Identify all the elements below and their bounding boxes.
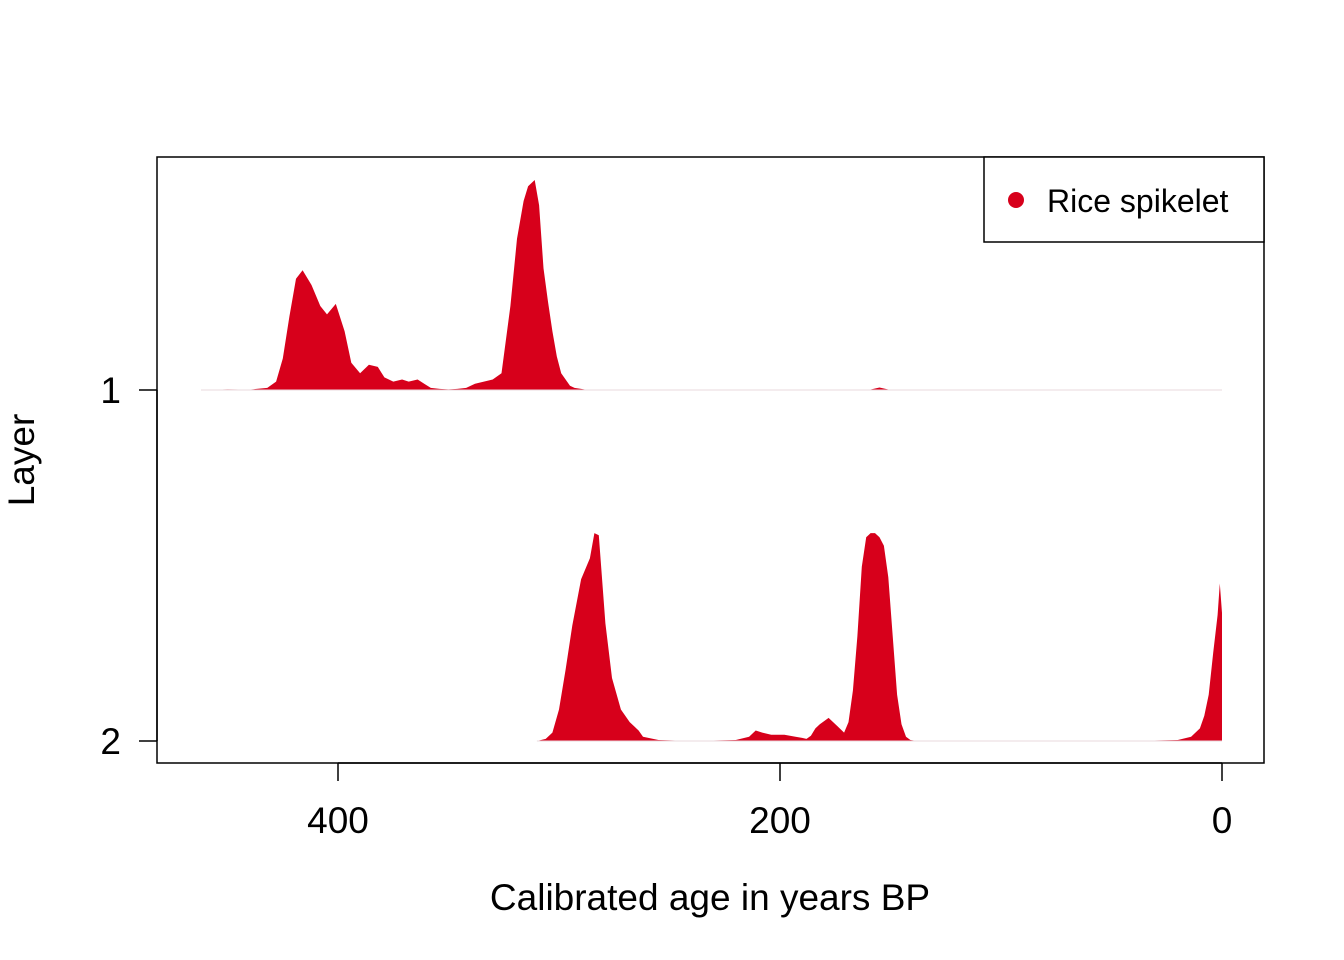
density-ridge-layer-1	[201, 180, 1222, 390]
x-axis: 400 200 0	[307, 762, 1233, 841]
legend-marker	[1008, 192, 1024, 208]
y-tick-label-1: 1	[100, 370, 121, 411]
legend-box	[983, 156, 1265, 243]
y-tick-label-2: 2	[100, 721, 121, 762]
x-tick-label-400: 400	[307, 800, 369, 841]
x-tick-label-200: 200	[749, 800, 811, 841]
series-layer	[200, 180, 1222, 742]
x-tick-label-0: 0	[1212, 800, 1233, 841]
legend-label: Rice spikelet	[1047, 183, 1229, 219]
y-axis: 12	[100, 370, 158, 762]
plot-frame	[156, 156, 1265, 764]
x-axis-title: Calibrated age in years BP	[490, 877, 930, 918]
y-axis-title: Layer	[1, 414, 42, 507]
legend: Rice spikelet	[983, 156, 1265, 243]
density-ridge-layer-2	[536, 533, 1222, 741]
